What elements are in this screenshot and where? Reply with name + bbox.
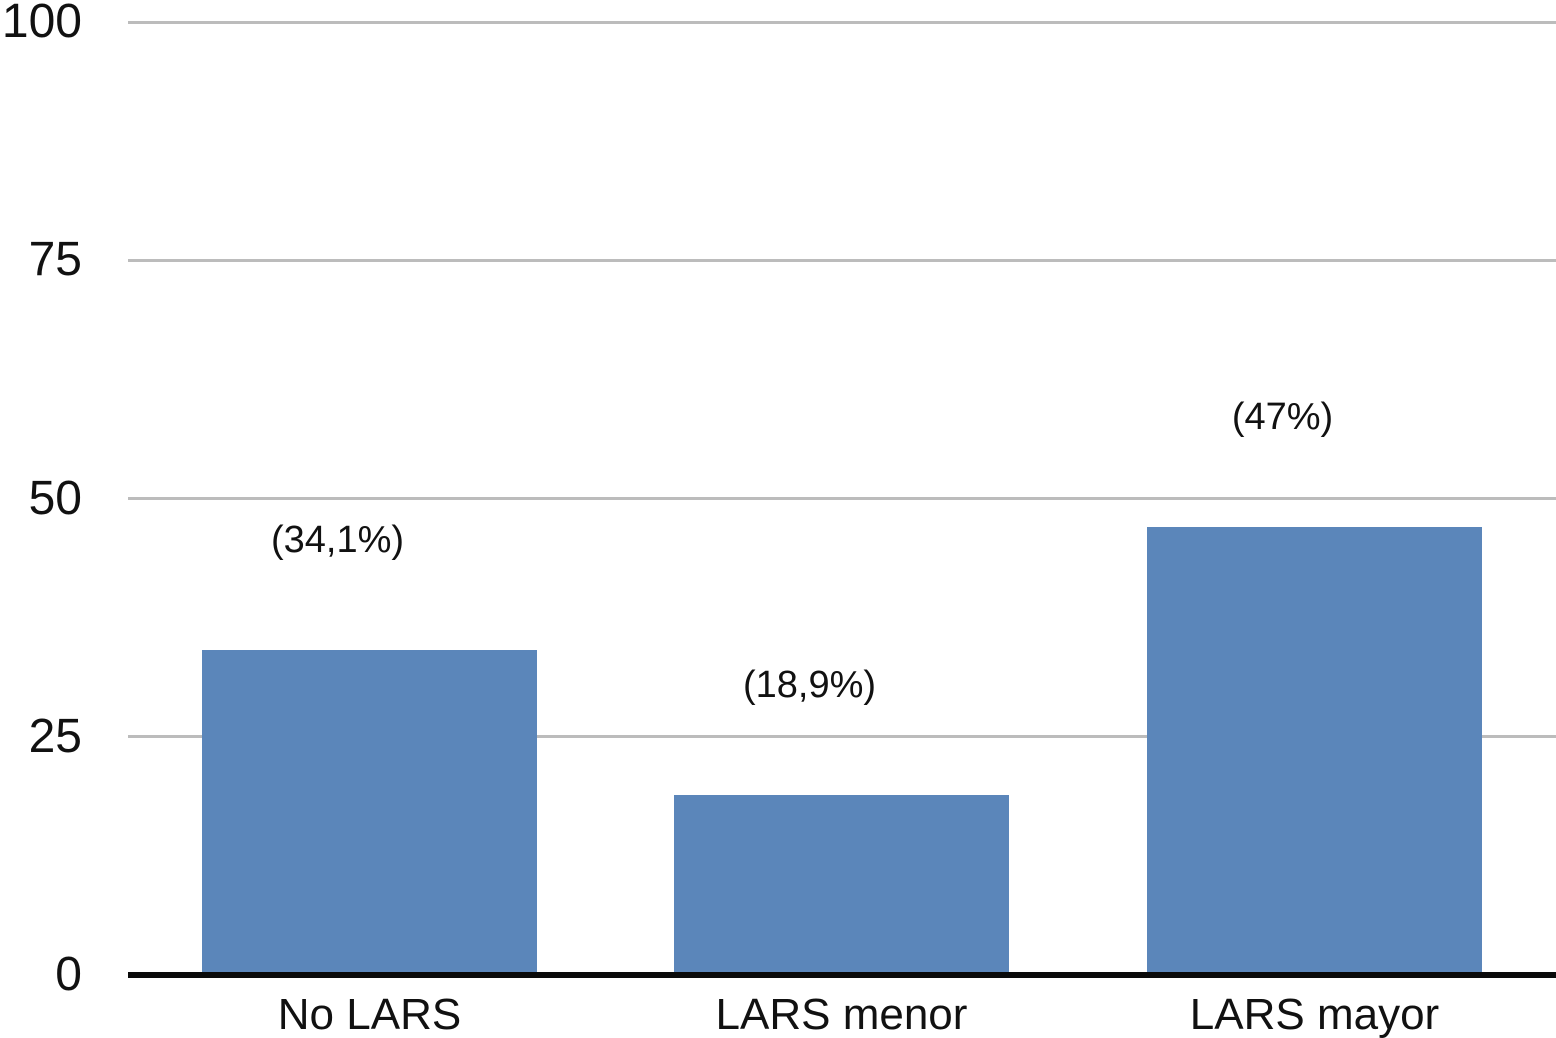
x-category-label-3: LARS mayor: [1189, 990, 1440, 1038]
bar-value-label-2: (18,9%): [742, 664, 877, 706]
y-tick-label-50: 50: [28, 471, 82, 525]
x-category-label-1: No LARS: [277, 990, 462, 1038]
gridline-50: [128, 497, 1556, 500]
plot-area: (34,1%) (18,9%) (47%): [128, 20, 1556, 978]
x-category-label-2: LARS menor: [715, 990, 968, 1038]
bar-1: [202, 650, 537, 975]
gridline-25: [128, 735, 1556, 739]
y-axis: 0 25 50 75 100: [0, 0, 82, 1001]
y-tick-label-25: 25: [28, 709, 82, 763]
gridline-75: [128, 258, 1556, 262]
bar-3: [1147, 527, 1482, 975]
bar-value-label-3: (47%): [1231, 396, 1334, 438]
x-axis-line: [128, 972, 1556, 978]
bar-2: [674, 795, 1009, 975]
y-tick-label-0: 0: [55, 948, 82, 1001]
y-tick-label-75: 75: [28, 233, 82, 287]
y-tick-label-100: 100: [1, 0, 82, 48]
x-axis: No LARS LARS menor LARS mayor: [128, 985, 1556, 1038]
gridline-100: [128, 20, 1556, 24]
bar-value-label-1: (34,1%): [270, 519, 405, 561]
